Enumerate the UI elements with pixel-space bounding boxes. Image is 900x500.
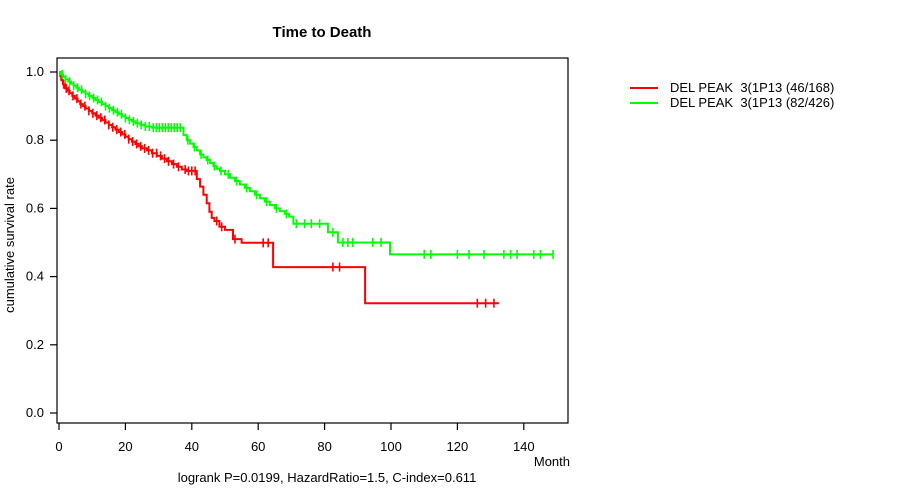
survival-curve-red <box>59 71 499 305</box>
x-tick-label: 140 <box>513 439 535 454</box>
x-tick-label: 0 <box>55 439 62 454</box>
x-tick-label: 100 <box>380 439 402 454</box>
y-axis-label: cumulative survival rate <box>2 177 17 313</box>
legend-item: DEL PEAK 3(1P13 (82/426) <box>630 95 834 110</box>
legend-label: DEL PEAK 3(1P13 (46/168) <box>670 80 835 95</box>
y-tick-label: 1.0 <box>26 64 44 79</box>
x-tick-label: 80 <box>317 439 331 454</box>
legend-line-swatch <box>630 101 658 104</box>
footer-stats: logrank P=0.0199, HazardRatio=1.5, C-ind… <box>177 470 477 485</box>
x-tick-label: 40 <box>185 439 199 454</box>
y-tick-label: 0.6 <box>26 200 44 215</box>
x-tick-label: 60 <box>251 439 265 454</box>
x-tick-label: 20 <box>118 439 132 454</box>
y-tick-label: 0.4 <box>26 269 44 284</box>
x-axis-label: Month <box>534 454 570 469</box>
legend-line-swatch <box>630 86 658 89</box>
legend: DEL PEAK 3(1P13 (46/168) DEL PEAK 3(1P13 … <box>630 80 834 110</box>
legend-item: DEL PEAK 3(1P13 (46/168) <box>630 80 834 95</box>
survival-curve-green <box>59 71 553 256</box>
y-tick-label: 0.8 <box>26 132 44 147</box>
plot-title: Time to Death <box>272 24 372 41</box>
plot-box <box>56 57 569 424</box>
x-tick-label: 120 <box>447 439 469 454</box>
y-tick-label: 0.2 <box>26 337 44 352</box>
legend-label: DEL PEAK 3(1P13 (82/426) <box>670 95 835 110</box>
y-tick-label: 0.0 <box>26 405 44 420</box>
